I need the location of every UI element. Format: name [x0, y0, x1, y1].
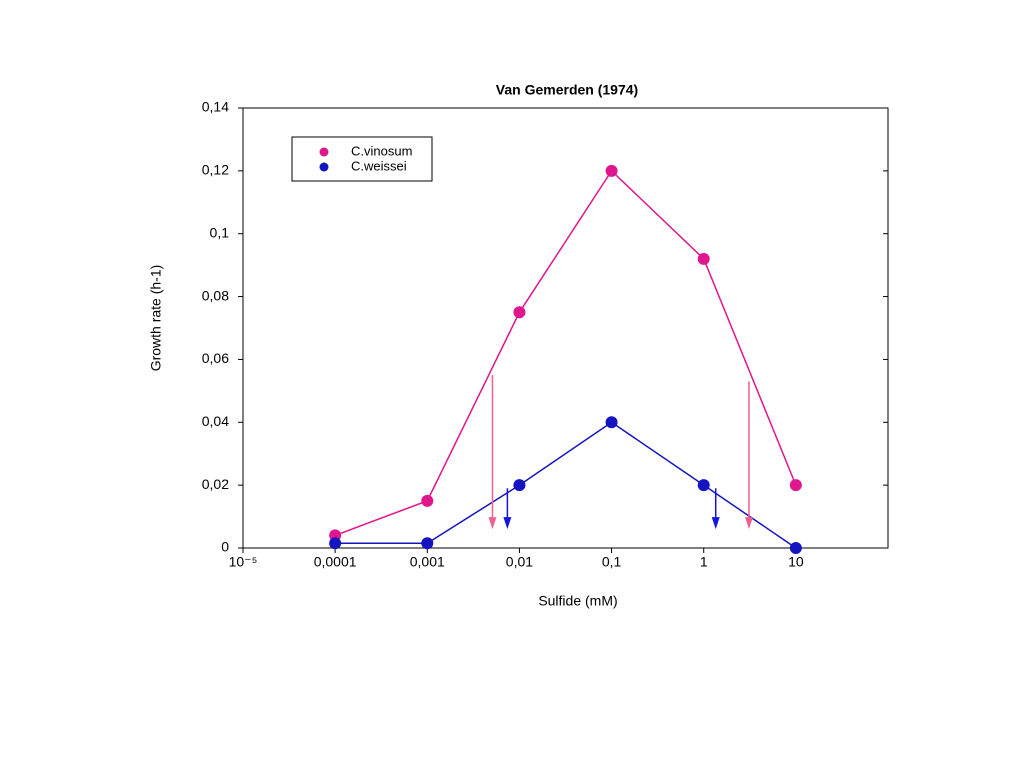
- arrow-head: [744, 517, 753, 530]
- legend-box: [291, 136, 433, 182]
- y-tick-label: 0,06: [202, 350, 229, 366]
- data-point: [513, 306, 526, 319]
- y-tick-label: 0,08: [202, 287, 229, 303]
- y-axis-label: Growth rate (h-1): [148, 265, 164, 372]
- y-tick-label: 0,14: [202, 99, 229, 115]
- x-tick-label: 1: [700, 554, 708, 570]
- x-tick-label: 0,1: [602, 554, 622, 570]
- data-point: [421, 494, 434, 507]
- plot-frame: [242, 107, 889, 549]
- x-tick-label: 0,01: [506, 554, 533, 570]
- data-point: [329, 537, 342, 550]
- data-point: [605, 164, 618, 177]
- y-tick-label: 0: [221, 539, 229, 555]
- data-point: [605, 416, 618, 429]
- arrow-head: [488, 517, 497, 530]
- data-point: [697, 479, 710, 492]
- data-point: [789, 479, 802, 492]
- x-axis-label: Sulfide (mM): [538, 593, 617, 609]
- y-tick-label: 0,1: [210, 224, 230, 240]
- legend-label: C.vinosum: [351, 143, 412, 158]
- chart-title: Van Gemerden (1974): [496, 82, 638, 98]
- data-point: [789, 542, 802, 554]
- x-tick-label: 0,0001: [314, 554, 357, 570]
- data-point: [697, 252, 710, 265]
- series-line: [334, 169, 797, 537]
- x-tick-label: 10: [788, 554, 804, 570]
- data-point: [421, 537, 434, 550]
- arrow-head: [711, 517, 720, 530]
- legend-marker: [319, 147, 329, 157]
- y-tick-label: 0,12: [202, 162, 229, 178]
- y-tick-label: 0,02: [202, 476, 229, 492]
- legend-marker: [319, 162, 329, 172]
- x-tick-label: 10⁻⁵: [229, 554, 258, 570]
- x-tick-label: 0,001: [410, 554, 445, 570]
- legend-label: C.weissei: [351, 158, 407, 173]
- data-point: [513, 479, 526, 492]
- series-line: [335, 421, 797, 549]
- y-tick-label: 0,04: [202, 413, 229, 429]
- arrow-head: [503, 517, 512, 530]
